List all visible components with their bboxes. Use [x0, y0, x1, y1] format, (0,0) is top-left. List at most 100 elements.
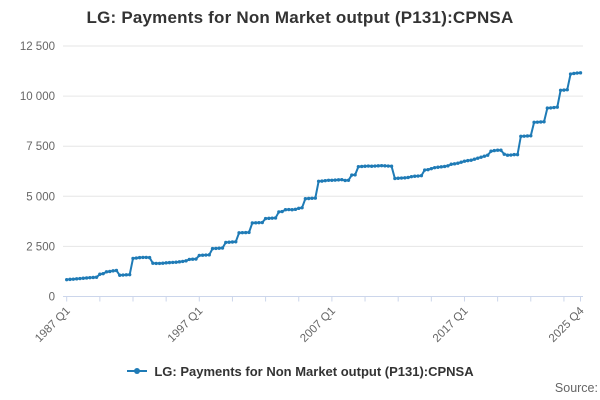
- data-point-marker[interactable]: [277, 210, 281, 214]
- data-point-marker[interactable]: [227, 240, 231, 244]
- data-point-marker[interactable]: [104, 270, 109, 274]
- data-point-marker[interactable]: [280, 209, 284, 214]
- data-point-marker[interactable]: [161, 261, 165, 265]
- data-point-marker[interactable]: [466, 158, 470, 163]
- data-point-marker[interactable]: [71, 277, 76, 281]
- data-point-marker[interactable]: [84, 276, 89, 280]
- data-point-marker[interactable]: [360, 164, 364, 169]
- data-point-marker[interactable]: [363, 164, 367, 168]
- data-point-marker[interactable]: [485, 153, 490, 157]
- data-point-marker[interactable]: [293, 207, 298, 212]
- data-point-marker[interactable]: [525, 134, 530, 138]
- data-point-marker[interactable]: [171, 260, 175, 265]
- data-point-marker[interactable]: [479, 155, 483, 159]
- data-point-marker[interactable]: [336, 178, 341, 182]
- data-point-marker[interactable]: [515, 152, 520, 157]
- data-point-marker[interactable]: [499, 148, 503, 152]
- data-point-marker[interactable]: [273, 216, 278, 220]
- data-point-marker[interactable]: [330, 178, 334, 182]
- data-point-marker[interactable]: [101, 271, 105, 276]
- data-point-marker[interactable]: [409, 174, 414, 179]
- data-point-marker[interactable]: [419, 173, 424, 178]
- data-point-marker[interactable]: [320, 179, 324, 183]
- data-point-marker[interactable]: [283, 208, 288, 212]
- data-point-marker[interactable]: [492, 148, 497, 153]
- data-point-marker[interactable]: [240, 230, 245, 235]
- data-point-marker[interactable]: [190, 257, 195, 261]
- data-point-marker[interactable]: [383, 164, 387, 168]
- data-point-marker[interactable]: [413, 174, 417, 178]
- data-point-marker[interactable]: [164, 261, 168, 265]
- data-point-marker[interactable]: [373, 164, 377, 168]
- data-point-marker[interactable]: [287, 207, 291, 212]
- data-point-marker[interactable]: [263, 216, 268, 221]
- data-point-marker[interactable]: [423, 168, 427, 172]
- data-point-marker[interactable]: [505, 153, 510, 157]
- data-point-marker[interactable]: [174, 260, 178, 264]
- data-point-marker[interactable]: [154, 261, 158, 266]
- data-point-marker[interactable]: [247, 230, 251, 235]
- data-point-marker[interactable]: [260, 220, 264, 225]
- data-point-marker[interactable]: [68, 277, 72, 282]
- data-point-marker[interactable]: [121, 273, 125, 277]
- data-point-marker[interactable]: [197, 253, 201, 258]
- data-point-marker[interactable]: [426, 167, 430, 172]
- data-point-marker[interactable]: [442, 164, 447, 169]
- data-point-marker[interactable]: [237, 231, 241, 235]
- data-point-marker[interactable]: [519, 134, 523, 139]
- data-point-marker[interactable]: [88, 275, 92, 280]
- data-point-marker[interactable]: [568, 72, 573, 76]
- data-point-marker[interactable]: [476, 156, 480, 160]
- data-point-marker[interactable]: [449, 162, 453, 166]
- data-point-marker[interactable]: [399, 176, 404, 180]
- data-point-marker[interactable]: [144, 255, 148, 260]
- data-point-marker[interactable]: [495, 148, 500, 152]
- data-point-marker[interactable]: [565, 87, 569, 92]
- data-point-marker[interactable]: [313, 196, 318, 200]
- data-point-marker[interactable]: [482, 154, 487, 158]
- data-point-marker[interactable]: [270, 216, 274, 220]
- data-point-marker[interactable]: [114, 268, 119, 273]
- data-point-marker[interactable]: [429, 166, 434, 171]
- data-point-marker[interactable]: [127, 272, 132, 277]
- data-point-marker[interactable]: [141, 255, 145, 260]
- data-point-marker[interactable]: [535, 120, 540, 124]
- data-point-marker[interactable]: [469, 158, 473, 162]
- data-point-marker[interactable]: [78, 276, 82, 281]
- data-point-marker[interactable]: [94, 275, 99, 279]
- data-point-marker[interactable]: [194, 257, 198, 261]
- data-point-marker[interactable]: [456, 161, 460, 165]
- data-point-marker[interactable]: [529, 134, 533, 138]
- data-point-marker[interactable]: [108, 269, 112, 274]
- data-point-marker[interactable]: [376, 164, 380, 168]
- data-point-marker[interactable]: [207, 253, 211, 257]
- data-point-marker[interactable]: [204, 253, 208, 257]
- data-point-marker[interactable]: [177, 260, 182, 264]
- data-point-marker[interactable]: [552, 105, 556, 110]
- data-point-marker[interactable]: [220, 246, 225, 250]
- data-point-marker[interactable]: [416, 174, 420, 178]
- data-point-marker[interactable]: [452, 162, 457, 166]
- data-point-marker[interactable]: [542, 120, 546, 124]
- data-point-marker[interactable]: [65, 277, 69, 282]
- data-point-marker[interactable]: [562, 88, 566, 92]
- data-point-marker[interactable]: [124, 273, 129, 277]
- data-point-marker[interactable]: [439, 165, 443, 169]
- data-point-marker[interactable]: [98, 272, 102, 276]
- data-point-marker[interactable]: [462, 159, 467, 163]
- legend[interactable]: LG: Payments for Non Market output (P131…: [0, 361, 600, 381]
- data-point-marker[interactable]: [350, 173, 354, 177]
- data-point-marker[interactable]: [389, 164, 394, 168]
- data-point-marker[interactable]: [356, 164, 361, 169]
- data-point-marker[interactable]: [151, 261, 155, 265]
- data-point-marker[interactable]: [224, 240, 228, 245]
- data-point-marker[interactable]: [512, 152, 516, 157]
- data-point-marker[interactable]: [250, 221, 255, 225]
- data-point-marker[interactable]: [187, 257, 192, 262]
- data-point-marker[interactable]: [572, 71, 576, 76]
- data-point-marker[interactable]: [575, 71, 579, 75]
- data-point-marker[interactable]: [489, 149, 493, 153]
- data-point-marker[interactable]: [147, 255, 152, 260]
- data-point-marker[interactable]: [555, 105, 559, 109]
- data-point-marker[interactable]: [118, 273, 122, 277]
